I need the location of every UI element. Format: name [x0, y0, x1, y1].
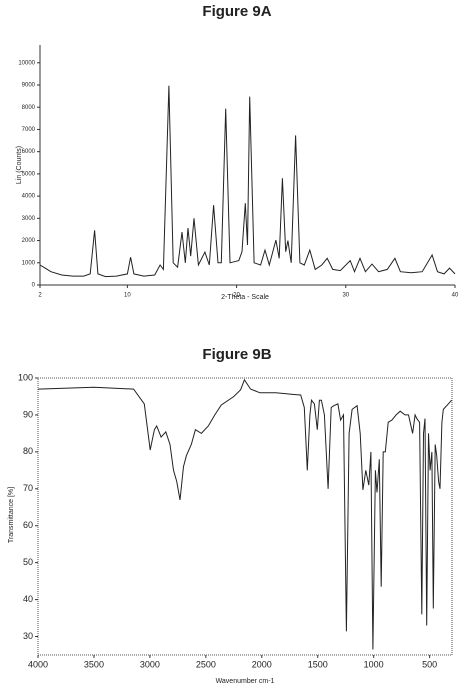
y-tick-label: 50 — [23, 557, 33, 567]
y-tick-label: 60 — [23, 520, 33, 530]
y-tick-label: 40 — [23, 594, 33, 604]
x-tick-label: 20 — [233, 293, 240, 299]
chart-title: Figure 9A — [202, 3, 271, 20]
y-axis-label: Transmittance [%] — [8, 487, 15, 543]
y-tick-label: 7000 — [22, 127, 36, 133]
chart-title: Figure 9B — [202, 346, 271, 363]
y-tick-label: 3000 — [22, 216, 36, 222]
y-tick-label: 70 — [23, 483, 33, 493]
spectrum-line — [39, 85, 456, 278]
y-tick-label: 1000 — [22, 260, 36, 266]
x-tick-label: 2000 — [252, 659, 272, 669]
x-tick-label: 10 — [124, 293, 131, 299]
y-tick-label: 10000 — [18, 60, 35, 66]
y-tick-label: 100 — [18, 372, 33, 382]
y-tick-label: 4000 — [22, 194, 36, 200]
x-tick-label: 1000 — [364, 659, 384, 669]
y-tick-label: 80 — [23, 446, 33, 456]
y-tick-label: 9000 — [22, 83, 36, 89]
plot-frame — [37, 377, 453, 656]
y-tick-label: 5000 — [22, 171, 36, 177]
y-tick-label: 6000 — [22, 149, 36, 155]
x-tick-label: 40 — [452, 293, 459, 299]
x-tick-label: 30 — [342, 293, 349, 299]
x-tick-label: 2500 — [196, 659, 216, 669]
y-tick-label: 2000 — [22, 238, 36, 244]
x-tick-label: 500 — [422, 659, 437, 669]
y-tick-label: 8000 — [22, 105, 36, 111]
y-tick-label: 0 — [32, 283, 36, 289]
y-tick-label: 30 — [23, 631, 33, 641]
x-axis-label: Wavenumber cm-1 — [216, 678, 275, 685]
y-axis-label: Lin (Counts) — [16, 146, 23, 184]
x-tick-label: 2 — [38, 293, 42, 299]
x-tick-label: 4000 — [28, 659, 48, 669]
x-tick-label: 3000 — [140, 659, 160, 669]
x-tick-label: 1500 — [308, 659, 328, 669]
x-axis-label: 2-Theta - Scale — [221, 294, 269, 301]
spectrum-line — [37, 378, 452, 650]
y-tick-label: 90 — [23, 409, 33, 419]
x-tick-label: 3500 — [84, 659, 104, 669]
